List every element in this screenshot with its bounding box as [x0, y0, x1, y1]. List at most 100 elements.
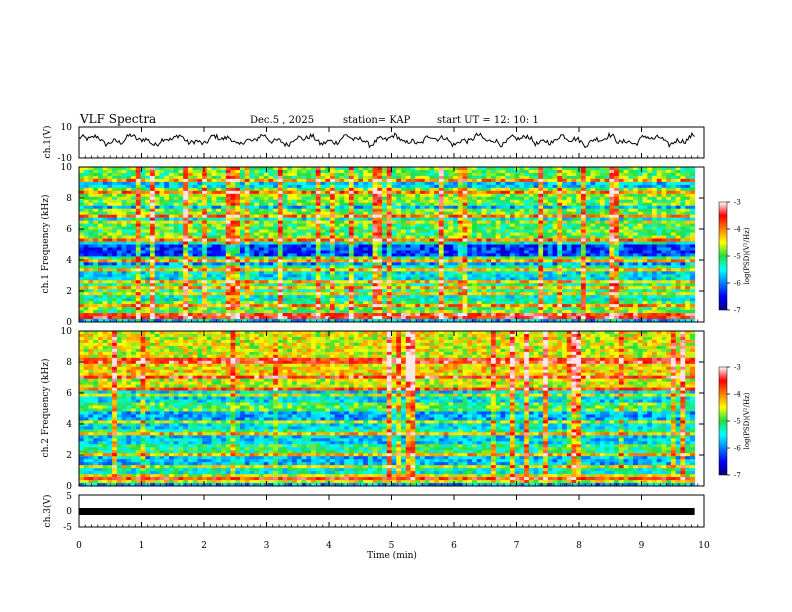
spectrogram-cell: [311, 247, 317, 251]
spectrogram-cell: [154, 244, 161, 248]
spectrogram-cell: [443, 190, 449, 195]
spectrogram-cell: [88, 187, 94, 192]
spectrogram-cell: [287, 223, 293, 228]
spectrogram-cell: [519, 214, 525, 219]
spectrogram-cell: [107, 244, 113, 248]
spectrogram-cell: [131, 184, 137, 189]
spectrogram-cell: [325, 208, 331, 213]
spectrogram-cell: [642, 202, 648, 207]
spectrogram-cell: [585, 277, 591, 281]
spectrogram-cell: [495, 262, 501, 266]
spectrogram-cell: [552, 187, 558, 192]
spectrogram-cell: [500, 217, 506, 222]
spectrogram-cell: [363, 277, 369, 281]
spectrogram-cell: [623, 178, 629, 183]
spectrogram-cell: [344, 235, 350, 240]
spectrogram-cell: [173, 223, 179, 228]
spectrogram-cell: [150, 235, 156, 240]
spectrogram-cell: [543, 271, 549, 275]
spectrogram-cell: [500, 220, 506, 225]
spectrogram-cell: [216, 181, 222, 186]
spectrogram-cell: [557, 175, 563, 180]
spectrogram-cell: [202, 178, 208, 183]
spectrogram-cell: [652, 181, 658, 186]
spectrogram-cell: [623, 167, 629, 171]
spectrogram-cell: [344, 238, 350, 243]
spectrogram-cell: [131, 253, 137, 257]
spectrogram-cell: [325, 184, 331, 189]
spectrogram-cell: [652, 223, 658, 228]
spectrogram-cell: [538, 211, 544, 216]
spectrogram-cell: [263, 238, 269, 243]
spectrogram-cell: [623, 238, 629, 243]
spectrogram-cell: [329, 193, 336, 198]
spectrogram-cell: [121, 274, 127, 278]
spectrogram-cell: [571, 202, 577, 207]
spectrogram-cell: [93, 184, 99, 189]
spectrogram-cell: [609, 226, 615, 231]
spectrogram-cell: [344, 181, 350, 186]
spectrogram-cell: [628, 238, 634, 243]
spectrogram-cell: [168, 187, 175, 192]
spectrogram-cell: [334, 169, 340, 174]
spectrogram-cell: [183, 247, 189, 251]
spectrogram-cell: [405, 229, 411, 234]
spectrogram-cell: [372, 274, 378, 278]
spectrogram-cell: [311, 181, 317, 186]
spectrogram-cell: [457, 235, 464, 240]
spectrogram-cell: [476, 208, 483, 213]
spectrogram-cell: [453, 253, 459, 257]
spectrogram-cell: [367, 172, 374, 177]
spectrogram-cell: [301, 274, 307, 278]
spectrogram-cell: [580, 274, 587, 278]
spectrogram-cell: [557, 202, 563, 207]
spectrogram-cell: [647, 229, 653, 234]
spectrogram-cell: [614, 250, 620, 254]
spectrogram-cell: [462, 196, 468, 201]
spectrogram-cell: [585, 274, 591, 278]
spectrogram-cell: [486, 268, 492, 272]
spectrogram-cell: [543, 187, 549, 192]
spectrogram-cell: [197, 202, 203, 207]
spectrogram-cell: [168, 184, 175, 189]
spectrogram-cell: [486, 238, 492, 243]
spectrogram-cell: [164, 187, 170, 192]
spectrogram-cell: [221, 208, 227, 213]
spectrogram-cell: [424, 250, 430, 254]
spectrogram-cell: [334, 244, 340, 248]
spectrogram-cell: [329, 214, 336, 219]
spectrogram-cell: [609, 208, 615, 213]
spectrogram-cell: [192, 223, 198, 228]
spectrogram-cell: [348, 178, 355, 183]
spectrogram-cell: [481, 274, 487, 278]
spectrogram-cell: [618, 238, 625, 243]
spectrogram-cell: [576, 250, 582, 254]
spectrogram-cell: [438, 193, 445, 198]
spectrogram-cell: [348, 220, 355, 225]
spectrogram-cell: [268, 175, 274, 180]
spectrogram-cell: [150, 181, 156, 186]
spectrogram-cell: [206, 244, 213, 248]
spectrogram-cell: [121, 238, 127, 243]
spectrogram-cell: [462, 271, 468, 275]
spectrogram-cell: [145, 169, 151, 174]
spectrogram-cell: [401, 265, 407, 269]
spectrogram-cell: [519, 184, 525, 189]
spectrogram-cell: [211, 199, 217, 204]
spectrogram-cell: [325, 196, 331, 201]
spectrogram-cell: [211, 250, 217, 254]
spectrogram-cell: [500, 226, 506, 231]
spectrogram-cell: [543, 211, 549, 216]
spectrogram-cell: [680, 175, 686, 180]
spectrogram-cell: [311, 202, 317, 207]
spectrogram-cell: [301, 277, 307, 281]
spectrogram-cell: [528, 274, 535, 278]
spectrogram-cell: [277, 274, 284, 278]
spectrogram-cell: [344, 190, 350, 195]
spectrogram-cell: [277, 211, 284, 216]
spectrogram-cell: [453, 193, 459, 198]
spectrogram-cell: [353, 214, 359, 219]
spectrogram-cell: [543, 247, 549, 251]
spectrogram-cell: [500, 178, 506, 183]
spectrogram-cell: [419, 232, 426, 237]
